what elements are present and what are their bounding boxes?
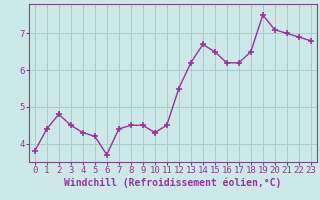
X-axis label: Windchill (Refroidissement éolien,°C): Windchill (Refroidissement éolien,°C): [64, 178, 282, 188]
